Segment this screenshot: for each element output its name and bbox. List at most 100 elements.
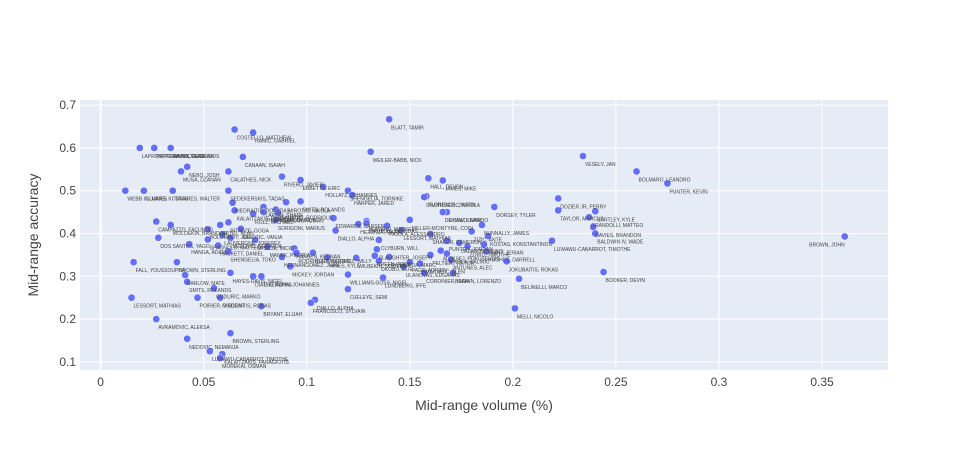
scatter-point[interactable] [230,125,239,134]
scatter-point[interactable] [177,167,185,176]
scatter-point[interactable] [224,247,233,256]
scatter-point[interactable] [463,242,472,251]
scatter-point[interactable] [154,233,163,242]
scatter-point[interactable] [331,226,340,235]
scatter-point[interactable] [511,304,519,313]
scatter-point[interactable] [329,214,338,222]
scatter-point[interactable] [399,263,408,271]
scatter-point[interactable] [348,191,356,199]
scatter-point[interactable] [344,285,352,293]
scatter-point[interactable] [135,144,144,152]
scatter-point[interactable] [554,194,563,203]
scatter-point[interactable] [372,245,381,254]
scatter-point[interactable] [166,144,175,152]
scatter-point[interactable] [216,354,225,362]
scatter-point[interactable] [438,208,447,216]
scatter-point[interactable] [443,236,451,245]
scatter-point[interactable] [226,269,235,277]
scatter-point[interactable] [548,236,556,245]
scatter-point[interactable] [292,248,301,257]
scatter-point[interactable] [579,152,587,160]
scatter-point[interactable] [168,186,177,195]
scatter-point[interactable] [447,255,455,264]
scatter-point[interactable] [185,240,194,249]
scatter-point[interactable] [405,215,414,224]
scatter-point[interactable] [152,315,161,323]
scatter-point[interactable] [379,273,387,282]
scatter-point[interactable] [424,174,433,183]
scatter-point[interactable] [426,251,435,259]
scatter-point[interactable] [166,221,175,229]
scatter-point[interactable] [436,246,445,255]
scatter-point[interactable] [449,269,457,277]
scatter-point[interactable] [385,253,394,261]
scatter-point[interactable] [296,176,305,184]
scatter-point[interactable] [375,257,383,265]
scatter-point[interactable] [271,215,280,224]
scatter-point[interactable] [420,269,429,277]
scatter-point[interactable] [438,176,447,185]
scatter-point[interactable] [323,253,332,262]
scatter-point[interactable] [214,241,222,250]
scatter-point[interactable] [370,251,379,260]
scatter-point[interactable] [216,293,225,302]
scatter-point[interactable] [591,207,600,216]
scatter-point[interactable] [282,198,290,207]
scatter-point[interactable] [385,115,394,124]
scatter-point[interactable] [224,167,233,176]
scatter-point[interactable] [216,221,225,229]
scatter-point[interactable] [585,213,593,222]
scatter-point[interactable] [129,258,138,267]
scatter-point[interactable] [591,229,600,238]
scatter-point[interactable] [127,293,136,302]
scatter-point[interactable] [257,302,266,311]
scatter-point[interactable] [484,232,492,240]
scatter-point[interactable] [140,186,148,195]
scatter-point[interactable] [405,258,414,267]
scatter-point[interactable] [203,235,212,244]
scatter-point[interactable] [263,242,272,251]
scatter-point[interactable] [218,230,227,239]
scatter-point[interactable] [183,162,192,171]
scatter-point[interactable] [307,298,315,307]
scatter-point[interactable] [352,254,361,262]
scatter-point[interactable] [502,257,511,266]
scatter-point[interactable] [344,270,352,279]
scatter-point[interactable] [663,179,672,188]
scatter-point[interactable] [840,232,849,241]
scatter-point[interactable] [416,259,424,268]
scatter-point[interactable] [375,236,383,244]
scatter-point[interactable] [226,233,235,242]
scatter-point[interactable] [632,167,641,176]
scatter-point[interactable] [478,221,486,229]
scatter-point[interactable] [257,272,266,281]
scatter-point[interactable] [296,197,305,206]
scatter-point[interactable] [183,334,192,343]
scatter-point[interactable] [183,278,192,286]
scatter-point[interactable] [193,293,202,302]
scatter-point[interactable] [224,186,233,195]
scatter-point[interactable] [249,272,257,281]
scatter-point[interactable] [230,206,239,215]
scatter-point[interactable] [249,128,257,137]
scatter-point[interactable] [319,183,328,191]
scatter-point[interactable] [226,329,235,338]
scatter-point[interactable] [599,268,608,276]
scatter-point[interactable] [259,208,268,216]
scatter-point[interactable] [228,198,237,207]
scatter-point[interactable] [554,206,563,215]
scatter-point[interactable] [274,208,282,217]
scatter-point[interactable] [362,219,371,228]
scatter-point[interactable] [249,209,257,218]
scatter-point[interactable] [210,284,218,293]
scatter-point[interactable] [278,172,286,181]
scatter-point[interactable] [173,258,181,267]
scatter-point[interactable] [203,225,212,234]
scatter-point[interactable] [251,236,260,244]
scatter-point[interactable] [354,220,363,228]
scatter-point[interactable] [515,275,523,283]
scatter-point[interactable] [443,249,451,258]
scatter-point[interactable] [397,226,406,234]
scatter-point[interactable] [490,203,499,211]
scatter-point[interactable] [482,247,490,256]
